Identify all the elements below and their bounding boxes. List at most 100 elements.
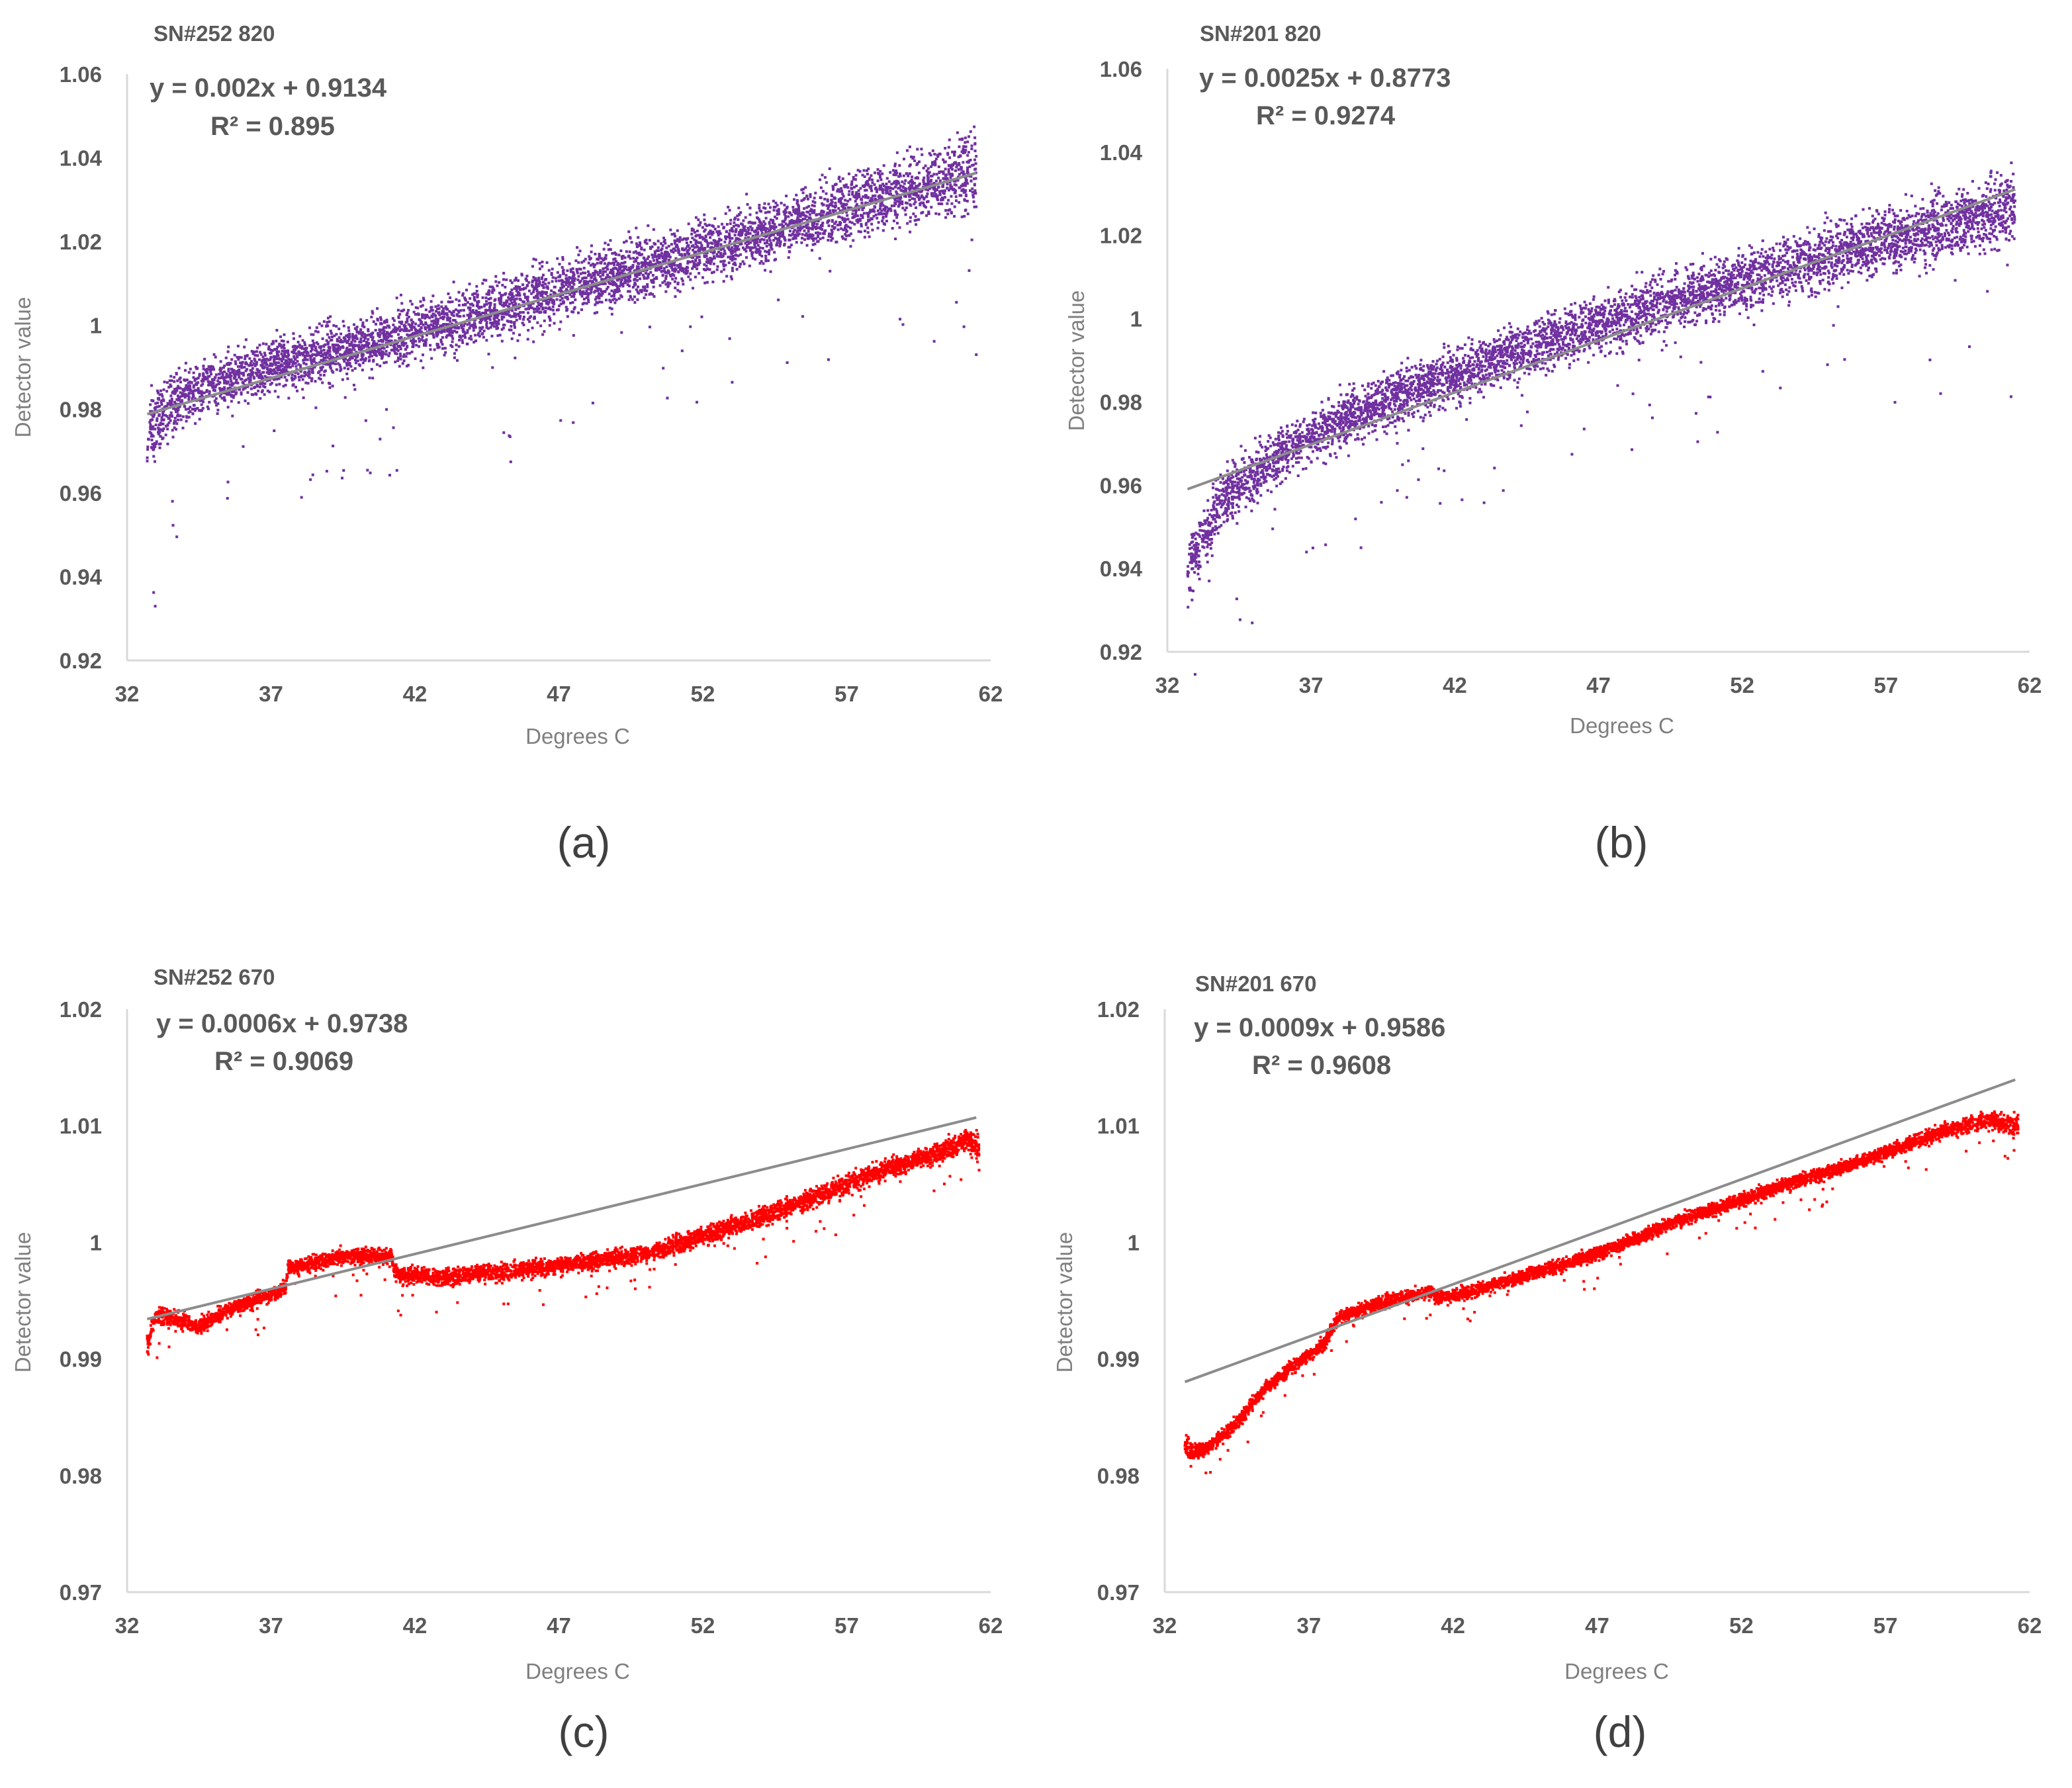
data-point [510, 301, 514, 304]
data-point [940, 189, 943, 193]
data-point [600, 257, 603, 260]
data-point [966, 140, 969, 144]
data-point [729, 218, 733, 222]
data-point [350, 351, 353, 355]
data-point [846, 186, 850, 189]
data-point [774, 215, 777, 218]
data-point [544, 310, 547, 313]
data-point [366, 341, 369, 345]
data-point [768, 243, 771, 246]
data-point [782, 210, 786, 213]
data-point [776, 232, 780, 236]
data-point [181, 399, 184, 402]
data-point [948, 173, 951, 176]
data-point [176, 413, 179, 416]
data-point [587, 300, 590, 304]
data-point [283, 343, 286, 347]
data-point [545, 278, 548, 281]
data-point [314, 353, 317, 357]
data-point [868, 177, 872, 180]
data-point [420, 305, 423, 308]
data-point [604, 290, 607, 293]
data-point [434, 310, 437, 313]
data-point [807, 227, 811, 230]
data-point [304, 373, 308, 377]
data-point [960, 168, 963, 171]
data-point [532, 276, 535, 279]
data-point [280, 346, 283, 349]
data-point [645, 242, 649, 246]
data-point [730, 277, 733, 281]
data-point [654, 276, 658, 279]
data-point [527, 306, 531, 310]
data-point [913, 197, 917, 201]
data-point [325, 339, 328, 342]
data-point [232, 370, 235, 373]
data-point [801, 233, 804, 236]
data-point [561, 266, 564, 269]
data-point [269, 371, 272, 375]
data-point [283, 376, 287, 379]
data-point [594, 289, 597, 292]
data-point [529, 304, 532, 307]
data-point [786, 205, 789, 208]
data-point [231, 414, 234, 418]
data-point [361, 361, 365, 365]
data-point [328, 386, 332, 389]
data-point [466, 342, 469, 345]
x-tick-label: 62 [979, 682, 1003, 706]
data-point [637, 236, 640, 239]
data-point [706, 245, 709, 248]
data-point [844, 218, 848, 221]
data-point [724, 236, 727, 239]
data-point [584, 292, 588, 296]
data-point [618, 285, 621, 288]
data-point [363, 326, 366, 329]
data-point [746, 226, 750, 230]
data-point [960, 138, 964, 141]
data-point [412, 339, 416, 342]
data-point [718, 238, 721, 241]
data-point [319, 373, 322, 377]
data-point [655, 259, 658, 262]
data-point [617, 253, 621, 257]
data-point [938, 193, 942, 196]
data-point [204, 375, 207, 379]
data-point [783, 220, 786, 224]
data-point [834, 201, 837, 204]
data-point [821, 190, 825, 193]
data-point [594, 303, 597, 306]
data-point [447, 300, 450, 304]
data-point [350, 349, 353, 352]
data-point [778, 232, 782, 235]
data-point [521, 322, 524, 325]
data-point [969, 130, 972, 133]
data-point [622, 265, 625, 268]
data-point [654, 262, 657, 265]
data-point [559, 274, 562, 277]
data-point [173, 388, 176, 391]
data-point [439, 316, 443, 320]
data-point [439, 330, 443, 334]
data-point [811, 211, 814, 214]
data-point [769, 246, 772, 249]
data-point [379, 365, 382, 368]
data-point [699, 221, 702, 224]
data-point [740, 242, 743, 246]
data-point [234, 360, 237, 363]
data-point [304, 356, 307, 359]
data-point [372, 359, 375, 362]
data-point [686, 266, 689, 269]
data-point [912, 193, 915, 196]
data-point [708, 268, 711, 271]
data-point [843, 226, 846, 230]
data-point [928, 152, 931, 155]
data-point [242, 388, 245, 391]
data-point [526, 337, 529, 341]
data-point [756, 231, 760, 234]
data-point [208, 400, 211, 404]
data-point [280, 375, 283, 379]
data-point [841, 218, 844, 221]
data-point [343, 358, 346, 361]
data-point [926, 171, 930, 174]
